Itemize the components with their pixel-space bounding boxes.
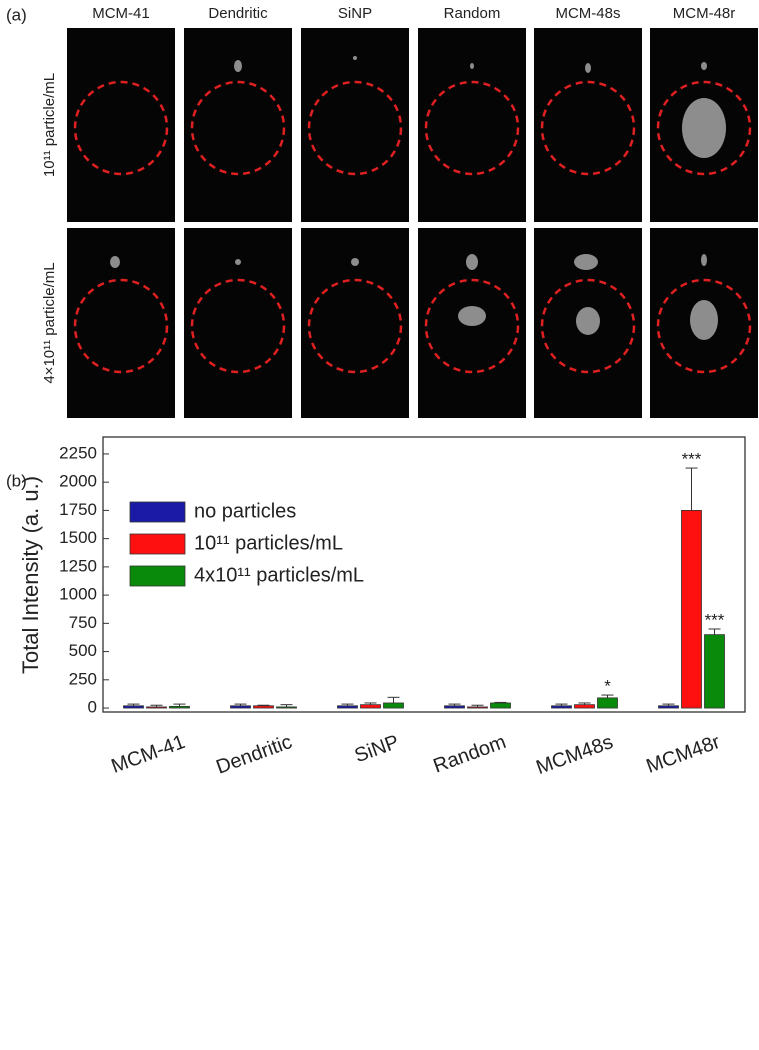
legend-label: 10¹¹ particles/mL: [194, 532, 343, 554]
legend-label: no particles: [194, 500, 296, 522]
bar: [597, 697, 618, 709]
echo-signal: [458, 306, 486, 326]
bar: [383, 702, 404, 709]
echo-signal: [701, 62, 707, 70]
legend-swatch: [129, 501, 186, 523]
echo-signal: [701, 254, 707, 266]
panel-label: (b): [6, 471, 27, 490]
bar: [276, 706, 297, 709]
significance-label: ***: [682, 450, 702, 469]
plot-frame: [102, 436, 746, 713]
y-tick-label: 1000: [59, 585, 97, 604]
ultrasound-image: [184, 28, 292, 222]
row-label: 4×10¹¹ particle/mL: [41, 262, 58, 383]
column-label: MCM-48r: [673, 5, 736, 22]
x-tick-label: SiNP: [352, 731, 402, 767]
region-of-interest: [540, 278, 636, 374]
legend-swatch: [129, 533, 186, 555]
column-label: Random: [444, 5, 501, 22]
region-of-interest: [656, 278, 752, 374]
bar: [490, 702, 511, 709]
ultrasound-image: [301, 28, 409, 222]
significance-label: *: [604, 677, 611, 696]
ultrasound-image: [184, 228, 292, 418]
column-label: Dendritic: [208, 5, 268, 22]
bar: [146, 706, 167, 709]
bar: [467, 706, 488, 709]
legend-swatch: [129, 565, 186, 587]
region-of-interest: [540, 80, 636, 176]
y-tick-label: 1500: [59, 528, 97, 547]
x-tick-label: Random: [430, 731, 509, 778]
region-of-interest: [307, 278, 403, 374]
region-of-interest: [190, 278, 286, 374]
y-tick-label: 0: [88, 698, 97, 717]
bar: [169, 705, 190, 709]
echo-signal: [466, 254, 478, 270]
ultrasound-image: [67, 28, 175, 222]
x-tick-label: MCM-41: [108, 731, 188, 778]
bar: [681, 510, 702, 709]
region-of-interest: [73, 80, 169, 176]
region-of-interest: [307, 80, 403, 176]
echo-signal: [353, 56, 357, 60]
ultrasound-image: [301, 228, 409, 418]
column-label: SiNP: [338, 5, 372, 22]
panel-label: (a): [6, 5, 27, 24]
y-axis-label: Total Intensity (a. u.): [18, 476, 43, 674]
echo-signal: [574, 254, 598, 270]
bar: [574, 704, 595, 709]
echo-signal: [470, 63, 474, 69]
x-tick-label: MCM48s: [533, 731, 616, 779]
region-of-interest: [424, 278, 520, 374]
column-label: MCM-48s: [555, 5, 620, 22]
echo-signal: [234, 60, 242, 72]
legend-label: 4x10¹¹ particles/mL: [194, 564, 364, 586]
y-tick-label: 750: [69, 613, 97, 632]
y-tick-label: 2000: [59, 472, 97, 491]
echo-signal: [235, 259, 241, 265]
region-of-interest: [190, 80, 286, 176]
echo-signal: [585, 63, 591, 73]
bar: [658, 705, 679, 709]
echo-signal: [576, 307, 600, 335]
bar: [444, 705, 465, 709]
y-tick-label: 500: [69, 641, 97, 660]
echo-signal: [110, 256, 120, 268]
ultrasound-image: [67, 228, 175, 418]
bar: [123, 705, 144, 709]
region-of-interest: [656, 80, 752, 176]
significance-label: ***: [705, 610, 725, 629]
ultrasound-image: [534, 28, 642, 222]
bar: [704, 634, 725, 709]
echo-signal: [690, 300, 718, 340]
bar: [337, 705, 358, 709]
bar: [551, 705, 572, 709]
region-of-interest: [424, 80, 520, 176]
echo-signal: [682, 98, 726, 158]
y-tick-label: 1750: [59, 500, 97, 519]
bar: [253, 705, 274, 709]
x-tick-label: MCM48r: [643, 731, 723, 778]
y-tick-label: 1250: [59, 556, 97, 575]
y-tick-label: 250: [69, 669, 97, 688]
bar: [360, 704, 381, 709]
y-tick-label: 2250: [59, 443, 97, 462]
echo-signal: [351, 258, 359, 266]
ultrasound-image: [418, 28, 526, 222]
x-tick-label: Dendritic: [213, 731, 295, 779]
column-label: MCM-41: [92, 5, 150, 22]
row-label: 10¹¹ particle/mL: [41, 73, 58, 177]
region-of-interest: [73, 278, 169, 374]
bar: [230, 705, 251, 709]
